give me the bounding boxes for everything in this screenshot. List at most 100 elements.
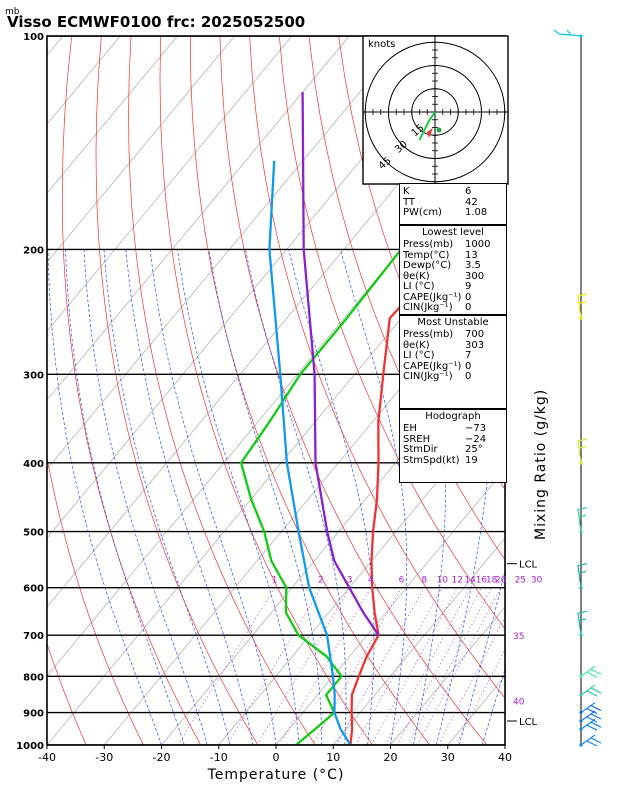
- isotherm-line: [47, 36, 293, 332]
- dry-adiabat-label: 40: [513, 697, 525, 707]
- moist-adiabat-line: [481, 668, 505, 745]
- mixing-ratio-line: [256, 587, 350, 745]
- mixing-ratio-label: 6: [399, 576, 405, 586]
- lowest-level-key: Press(mb): [403, 239, 454, 250]
- mixing-ratio-line: [417, 587, 502, 745]
- wind-barb: [580, 734, 602, 747]
- x-tick-label: 20: [384, 751, 398, 764]
- series-parcel-most-unstable-line: [301, 92, 380, 636]
- moist-adiabat-line: [245, 249, 347, 745]
- lowest-level-heading: Lowest level: [422, 227, 484, 238]
- y-tick-label: 200: [23, 245, 44, 256]
- lcl-markers: LCL LCL: [507, 560, 538, 728]
- mixing-ratio-line: [335, 587, 425, 745]
- y-tick-label: 100: [23, 32, 44, 43]
- most-unstable-row: LI (°C) 7: [400, 350, 506, 362]
- series-temperature-line: [349, 210, 505, 745]
- moist-adiabat-line: [340, 249, 408, 745]
- mixing-ratio-line: [177, 587, 275, 745]
- hodograph-value: 19: [465, 454, 478, 466]
- most-unstable-value: 700: [465, 329, 485, 340]
- wind-barb: [577, 610, 588, 636]
- hodograph-heading: Hodograph: [425, 411, 481, 422]
- mixing-ratio-line: [407, 587, 492, 745]
- lowest-level-box: Lowest level Press(mb) 1000 Temp(°C) 13 Dewp…: [399, 225, 507, 315]
- most-unstable-rows: Press(mb) 700 θe(K) 303 LI (°C) 7 CAPE(Jkg⁻¹) 0…: [400, 329, 506, 383]
- wind-barb: [577, 438, 588, 463]
- x-axis: -40 -30 -20 -10 0 10 20 30 40: [38, 745, 512, 764]
- series-dewpoint-line: [239, 115, 505, 745]
- y-axis: 100 200 300 400 500 600 700 800 900 1000: [16, 32, 44, 752]
- dry-adiabat-line: [605, 36, 618, 745]
- index-value: 1.08: [465, 207, 488, 218]
- mixing-ratio-label: 2: [318, 576, 324, 586]
- x-tick-label: 10: [326, 751, 340, 764]
- hodograph-trace: [418, 111, 436, 141]
- wind-barb: [580, 718, 602, 731]
- dry-adiabat-line: [308, 36, 505, 561]
- dry-adiabat-line: [159, 36, 373, 745]
- index-row: TT 42: [400, 196, 506, 209]
- index-row: PW(cm) 1.08: [400, 207, 506, 219]
- hodograph-key: EH: [403, 423, 417, 434]
- moist-adiabat-line: [149, 249, 277, 745]
- wind-barb: [580, 710, 602, 723]
- lowest-level-row: CAPE(Jkg⁻¹) 0: [400, 291, 506, 304]
- hodograph-row: StmDir 25°: [400, 444, 506, 456]
- wind-barb: [553, 29, 582, 37]
- wind-barb-dot: [579, 633, 583, 637]
- mixing-ratio-label: 20: [495, 576, 507, 586]
- dry-adiabat-line: [546, 36, 618, 745]
- lowest-level-row: Temp(°C) 13: [400, 250, 506, 262]
- lowest-level-row: Dewp(°C) 3.5: [400, 260, 506, 272]
- most-unstable-box: Most Unstable Press(mb) 700 θe(K) 303 LI (°C…: [399, 315, 507, 409]
- mixing-ratio-label: 30: [531, 576, 543, 586]
- y-tick-label: 700: [23, 631, 44, 642]
- index-key: K: [403, 186, 410, 197]
- y-axis-label: Mixing Ratio (g/kg): [533, 389, 549, 540]
- dry-adiabat-line: [47, 642, 87, 745]
- lowest-level-value: 0: [465, 291, 472, 303]
- moist-adiabat-line: [65, 249, 185, 745]
- x-axis-label: Temperature (°C): [207, 767, 345, 783]
- dry-adiabat-line: [95, 36, 259, 745]
- mixing-ratio-line: [396, 587, 482, 745]
- lowest-level-key: θe(K): [403, 270, 430, 282]
- isotherm-line: [47, 36, 121, 125]
- most-unstable-key: LI (°C): [403, 350, 435, 361]
- y-tick-label: 600: [23, 584, 44, 595]
- chart-grid: [47, 36, 618, 745]
- lowest-level-key: CAPE(Jkg⁻¹): [403, 291, 462, 303]
- most-unstable-value: 303: [465, 339, 485, 351]
- wind-barb: [577, 293, 588, 319]
- y-tick-label: 400: [23, 459, 44, 470]
- mixing-ratio-label: 16: [476, 576, 488, 586]
- mixing-ratio-label: 25: [515, 576, 526, 586]
- lowest-level-row: θe(K) 300: [400, 270, 506, 283]
- dry-adiabat-line: [47, 455, 144, 745]
- y-tick-label: 1000: [16, 741, 44, 752]
- y-tick-label: 500: [23, 528, 44, 539]
- wind-barb: [577, 506, 588, 532]
- x-tick-label: 30: [441, 751, 455, 764]
- lcl-label: LCL: [519, 717, 538, 728]
- most-unstable-key: CIN(Jkg⁻¹): [403, 371, 453, 382]
- index-key: PW(cm): [403, 207, 442, 218]
- hodograph-row: SREH −24: [400, 434, 506, 446]
- hodograph-key: StmDir: [403, 444, 438, 455]
- dry-adiabat-line: [128, 36, 316, 745]
- hodograph-value: 25°: [465, 444, 483, 455]
- wind-barbs: [553, 29, 602, 747]
- isotherm-line: [332, 537, 505, 745]
- lowest-level-value: 300: [465, 270, 485, 282]
- moist-adiabat-line: [103, 249, 231, 745]
- hodograph-rows: EH −73 SREH −24 StmDir 25° StmSpd(kt) 19: [400, 423, 506, 467]
- y-tick-label: 900: [23, 709, 44, 720]
- index-value: 42: [465, 196, 478, 208]
- lowest-level-row: CIN(Jkg⁻¹) 0: [400, 302, 506, 314]
- lowest-level-key: LI (°C): [403, 281, 435, 292]
- x-tick-label: -20: [153, 751, 171, 764]
- dry-adiabat-line: [517, 36, 618, 745]
- mixing-ratio-line: [226, 587, 322, 745]
- hodograph-row: StmSpd(kt) 19: [400, 454, 506, 467]
